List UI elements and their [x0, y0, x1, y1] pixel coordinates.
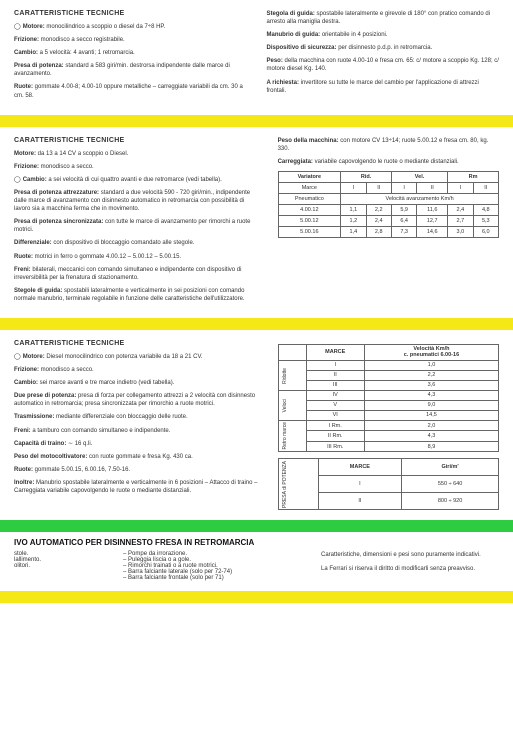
bottom-left: stole. lallimento. olitori.: [14, 551, 103, 581]
bottom-right: Caratteristiche, dimensioni e pesi sono …: [321, 551, 499, 581]
bottom-section: IVO AUTOMATICO PER DISINNESTO FRESA IN R…: [0, 532, 513, 591]
bottom-title: IVO AUTOMATICO PER DISINNESTO FRESA IN R…: [14, 538, 499, 547]
section-2-table: Variatore Rid. Vel. Rm Marce III III III…: [278, 171, 499, 238]
bottom-list: Pompe da irrorazione. Puleggia liscia o …: [123, 551, 301, 581]
section-1: CARATTERISTICHE TECNICHE Motore: monocil…: [0, 0, 513, 115]
divider-yellow-1: [0, 115, 513, 127]
section-3-right: MARCEVelocità Km/hc. pneumatici 6.00-16 …: [278, 340, 499, 510]
section-2-left: CARATTERISTICHE TECNICHE Motore: da 13 a…: [14, 137, 258, 308]
section-3-title: CARATTERISTICHE TECNICHE: [14, 340, 258, 347]
section-1-left: CARATTERISTICHE TECNICHE Motore: monocil…: [14, 10, 247, 105]
section-2-right: Peso della macchina: con motore CV 13÷14…: [278, 137, 499, 308]
section-1-right: Stegola di guida: spostabile lateralment…: [267, 10, 500, 105]
section-2: CARATTERISTICHE TECNICHE Motore: da 13 a…: [0, 127, 513, 318]
section-3: CARATTERISTICHE TECNICHE Motore: Diesel …: [0, 330, 513, 520]
divider-yellow-2: [0, 318, 513, 330]
section-3-table-1: MARCEVelocità Km/hc. pneumatici 6.00-16 …: [278, 344, 499, 453]
section-3-left: CARATTERISTICHE TECNICHE Motore: Diesel …: [14, 340, 258, 510]
divider-yellow-3: [0, 591, 513, 603]
section-2-title: CARATTERISTICHE TECNICHE: [14, 137, 258, 144]
divider-green: [0, 520, 513, 532]
section-3-table-2: PRESA di POTENZAMARCEGiri/m' I550 ÷ 640 …: [278, 458, 499, 510]
section-1-title: CARATTERISTICHE TECNICHE: [14, 10, 247, 17]
